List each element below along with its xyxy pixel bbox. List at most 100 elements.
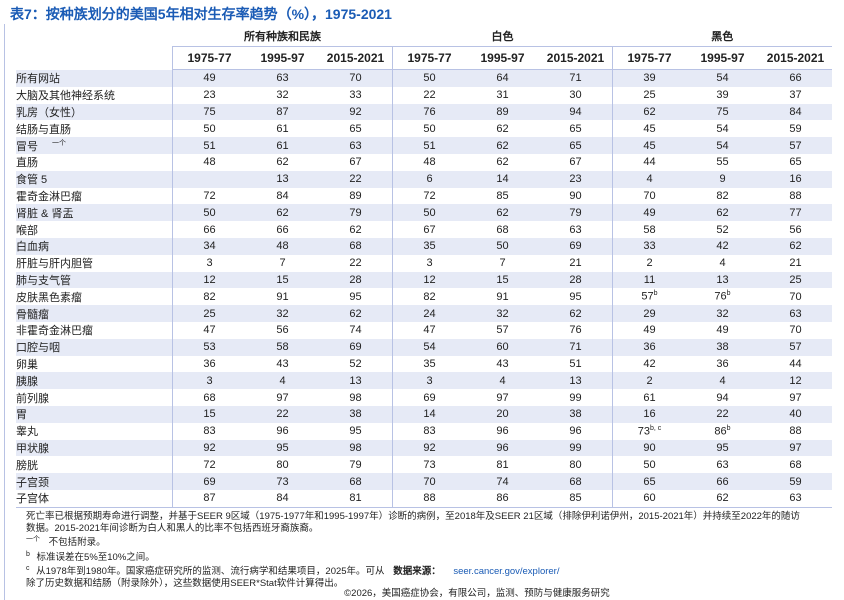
row-label: 肾脏 & 肾盂 [16,204,173,222]
table-cell: 44 [612,153,686,171]
row-label: 霍奇金淋巴瘤 [16,190,82,203]
table-cell: 89 [466,103,539,121]
table-cell: 87 [172,489,246,508]
table-cell: 22 [246,405,319,423]
table-cell: 34 [172,237,246,255]
table-cell: 64 [466,69,539,87]
table-cell: 63 [246,69,319,87]
row-label: 乳房（女性） [16,103,173,121]
table-cell: 62 [539,305,613,322]
table-cell: 15 [172,405,246,423]
table-cell: 57b [612,288,686,306]
table-cell: 39 [716,89,729,102]
table-cell: 86 [466,489,539,508]
table-cell: 71 [539,338,613,356]
table-cell: 20 [466,405,539,423]
table-cell: 62 [686,489,759,508]
table-cell: 4 [246,372,319,390]
period-header: 1995-97 [246,46,319,70]
table-row: 乳房（女性） 75 87 92 76 89 94 62 75 84 [16,103,832,121]
table-cell: 11 [612,271,686,289]
table-cell: 68 [539,473,613,490]
table-cell: 4 [466,372,539,390]
table-cell: 36 [716,357,729,370]
table-cell: 59 [759,473,832,490]
table-row: 胰腺 3 4 13 3 4 13 2 4 12 [16,372,832,390]
table-row: 肝脏与肝内胆管 3 7 22 3 7 21 2 4 21 [16,254,832,272]
table-row: 前列腺 68 97 98 69 97 99 61 94 97 [16,389,832,406]
table-cell: 22 [319,170,393,188]
row-label: 皮肤黑色素瘤 [16,291,82,304]
table-cell: 32 [686,305,759,322]
table-cell: 61 [276,122,289,135]
table-cell: 29 [612,305,686,322]
table-cell: 13 [246,170,319,188]
period-header: 2015-2021 [319,46,393,70]
table-cell: 33 [349,89,362,102]
row-label: 肝脏与肝内胆管 [16,258,93,271]
table-cell: 97 [789,391,802,404]
table-cell: 63 [759,305,832,322]
table-cell: 99 [569,391,582,404]
table-cell: 99 [539,439,613,457]
left-border [4,24,5,600]
table-cell: 51 [172,137,246,154]
group-header: 黑色 [711,31,734,43]
table-cell: 49 [172,69,246,87]
table-row: 大脑及其他神经系统 23 32 33 22 31 30 25 39 37 [16,86,832,104]
source-link[interactable]: seer.cancer.gov/explorer/ [453,566,560,578]
table-cell: 28 [539,271,613,289]
table-cell: 79 [349,458,362,471]
table-cell: 50 [392,120,466,138]
table-cell: 50 [612,456,686,474]
table-cell: 22 [686,405,759,423]
table-cell: 92 [319,103,393,121]
row-label: 口腔与咽 [16,338,173,356]
table-cell: 68 [789,458,802,471]
table-row: 子宫体 87 84 81 88 86 85 60 62 63 [16,489,832,508]
table-cell: 94 [539,103,613,121]
table-cell: 57 [496,324,509,337]
table-cell: 4 [719,257,726,270]
row-note: 一个 [52,139,66,147]
table-cell: 62 [349,223,362,236]
copyright-footer: ©2026，美国癌症协会，有限公司，监测、预防与健康服务研究 [344,588,610,599]
table-row: 皮肤黑色素瘤 82 91 95 82 91 95 57b 76b 70 [16,288,832,306]
table-cell: 42 [612,355,686,373]
table-cell: 84 [246,489,319,508]
row-label: 结肠与直肠 [16,123,71,136]
table-cell: 96 [496,425,509,438]
table-cell: 60 [466,338,539,356]
table-cell: 38 [539,405,613,423]
table-row: 卵巢 36 43 52 35 43 51 42 36 44 [16,355,832,373]
table-cell: 3 [392,254,466,272]
cell-footnote-marker: b, c [649,424,662,432]
table-cell: 59 [789,122,802,135]
table-cell: 90 [569,189,582,202]
table-cell: 91 [276,290,289,303]
period-header: 1995-97 [686,46,759,70]
table-cell: 69 [172,473,246,490]
table-cell: 52 [349,357,362,370]
cell-footnote-marker: b [726,290,731,298]
table-cell: 35 [392,355,466,373]
table-cell: 6 [392,170,466,188]
table-cell: 92 [392,439,466,457]
row-label: 大脑及其他神经系统 [16,90,115,103]
table-cell: 33 [612,237,686,255]
table-cell: 47 [172,321,246,339]
table-row: 非霍奇金淋巴瘤 47 56 74 47 57 76 49 49 70 [16,321,832,339]
table-cell: 37 [789,89,802,102]
row-label: 子宫颈 [16,473,173,490]
table-cell: 70 [392,473,466,490]
group-header: 所有种族和民族 [244,31,321,43]
table-cell: 25 [612,86,686,104]
table-cell: 65 [539,137,613,154]
table-cell: 74 [466,473,539,490]
table-cell: 68 [319,237,393,255]
table-cell: 13 [539,372,613,390]
table-cell: 57 [759,137,832,154]
table-cell: 23 [539,170,613,188]
table-cell: 51 [392,137,466,154]
table-cell: 97 [496,391,509,404]
